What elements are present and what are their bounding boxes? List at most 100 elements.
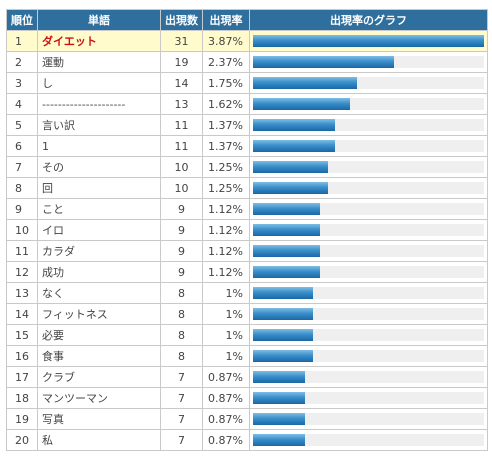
count-cell: 10 bbox=[160, 156, 203, 178]
rank-cell: 6 bbox=[6, 135, 38, 157]
word-cell: 回 bbox=[37, 177, 161, 199]
table-row: 3 し 14 1.75% bbox=[6, 72, 488, 94]
rate-bar-track bbox=[253, 392, 484, 404]
rank-cell: 9 bbox=[6, 198, 38, 220]
table-row: 10 イロ 9 1.12% bbox=[6, 219, 488, 241]
rate-cell: 1.12% bbox=[202, 240, 250, 262]
rate-bar-track bbox=[253, 203, 484, 215]
count-cell: 9 bbox=[160, 219, 203, 241]
rate-cell: 2.37% bbox=[202, 51, 250, 73]
rate-cell: 1% bbox=[202, 345, 250, 367]
count-cell: 8 bbox=[160, 282, 203, 304]
word-cell: 写真 bbox=[37, 408, 161, 430]
rate-cell: 1.62% bbox=[202, 93, 250, 115]
rate-cell: 0.87% bbox=[202, 366, 250, 388]
rate-bar-track bbox=[253, 182, 484, 194]
table-row: 20 私 7 0.87% bbox=[6, 429, 488, 451]
table-row: 7 その 10 1.25% bbox=[6, 156, 488, 178]
rate-cell: 1.25% bbox=[202, 156, 250, 178]
rate-bar-cell bbox=[249, 261, 488, 283]
table-row: 18 マンツーマン 7 0.87% bbox=[6, 387, 488, 409]
rank-cell: 5 bbox=[6, 114, 38, 136]
rank-cell: 11 bbox=[6, 240, 38, 262]
rank-cell: 19 bbox=[6, 408, 38, 430]
rate-cell: 3.87% bbox=[202, 30, 250, 52]
word-cell: --------------------- bbox=[37, 93, 161, 115]
rate-cell: 0.87% bbox=[202, 408, 250, 430]
word-cell: 成功 bbox=[37, 261, 161, 283]
rate-cell: 1.12% bbox=[202, 198, 250, 220]
table-row: 11 カラダ 9 1.12% bbox=[6, 240, 488, 262]
rate-bar-track bbox=[253, 224, 484, 236]
rank-cell: 10 bbox=[6, 219, 38, 241]
word-cell: し bbox=[37, 72, 161, 94]
table-row: 8 回 10 1.25% bbox=[6, 177, 488, 199]
rate-bar-track bbox=[253, 161, 484, 173]
rank-cell: 4 bbox=[6, 93, 38, 115]
header-count[interactable]: 出現数 bbox=[160, 9, 203, 31]
rate-bar bbox=[253, 98, 350, 110]
count-cell: 7 bbox=[160, 366, 203, 388]
word-cell: その bbox=[37, 156, 161, 178]
table-row: 6 1 11 1.37% bbox=[6, 135, 488, 157]
header-rank[interactable]: 順位 bbox=[6, 9, 38, 31]
rate-bar-track bbox=[253, 77, 484, 89]
header-graph: 出現率のグラフ bbox=[249, 9, 488, 31]
count-cell: 9 bbox=[160, 240, 203, 262]
rate-bar-cell bbox=[249, 408, 488, 430]
rank-cell: 17 bbox=[6, 366, 38, 388]
rate-cell: 1.12% bbox=[202, 261, 250, 283]
table-row: 5 言い訳 11 1.37% bbox=[6, 114, 488, 136]
rank-cell: 2 bbox=[6, 51, 38, 73]
rate-bar-cell bbox=[249, 240, 488, 262]
rate-bar bbox=[253, 350, 313, 362]
rate-bar bbox=[253, 77, 358, 89]
count-cell: 8 bbox=[160, 303, 203, 325]
table-row: 2 運動 19 2.37% bbox=[6, 51, 488, 73]
rate-bar bbox=[253, 329, 313, 341]
rate-bar-cell bbox=[249, 345, 488, 367]
count-cell: 10 bbox=[160, 177, 203, 199]
table-row: 16 食事 8 1% bbox=[6, 345, 488, 367]
count-cell: 7 bbox=[160, 429, 203, 451]
word-cell: ダイエット bbox=[37, 30, 161, 52]
rate-bar-track bbox=[253, 287, 484, 299]
count-cell: 31 bbox=[160, 30, 203, 52]
rate-bar-cell bbox=[249, 387, 488, 409]
word-cell: なく bbox=[37, 282, 161, 304]
count-cell: 8 bbox=[160, 324, 203, 346]
rate-bar-track bbox=[253, 266, 484, 278]
word-cell: こと bbox=[37, 198, 161, 220]
rate-cell: 0.87% bbox=[202, 429, 250, 451]
rate-bar-track bbox=[253, 119, 484, 131]
rate-bar bbox=[253, 119, 335, 131]
rate-bar bbox=[253, 224, 320, 236]
rate-cell: 1.75% bbox=[202, 72, 250, 94]
rate-bar-cell bbox=[249, 135, 488, 157]
table-row: 14 フィットネス 8 1% bbox=[6, 303, 488, 325]
header-rate[interactable]: 出現率 bbox=[202, 9, 250, 31]
count-cell: 7 bbox=[160, 387, 203, 409]
rate-bar-track bbox=[253, 35, 484, 47]
rank-cell: 15 bbox=[6, 324, 38, 346]
table-row: 4 --------------------- 13 1.62% bbox=[6, 93, 488, 115]
rank-cell: 18 bbox=[6, 387, 38, 409]
count-cell: 11 bbox=[160, 135, 203, 157]
rate-bar-cell bbox=[249, 177, 488, 199]
rate-bar-track bbox=[253, 350, 484, 362]
rank-cell: 3 bbox=[6, 72, 38, 94]
rate-cell: 1.37% bbox=[202, 114, 250, 136]
rate-bar-track bbox=[253, 371, 484, 383]
rate-bar bbox=[253, 287, 313, 299]
rank-cell: 13 bbox=[6, 282, 38, 304]
table-row: 1 ダイエット 31 3.87% bbox=[6, 30, 488, 52]
word-cell: 言い訳 bbox=[37, 114, 161, 136]
rate-bar-cell bbox=[249, 156, 488, 178]
word-cell: 運動 bbox=[37, 51, 161, 73]
rate-bar-cell bbox=[249, 303, 488, 325]
header-word[interactable]: 単語 bbox=[37, 9, 161, 31]
rate-bar-track bbox=[253, 245, 484, 257]
rate-bar bbox=[253, 308, 313, 320]
rate-bar bbox=[253, 35, 484, 47]
rate-bar-track bbox=[253, 98, 484, 110]
